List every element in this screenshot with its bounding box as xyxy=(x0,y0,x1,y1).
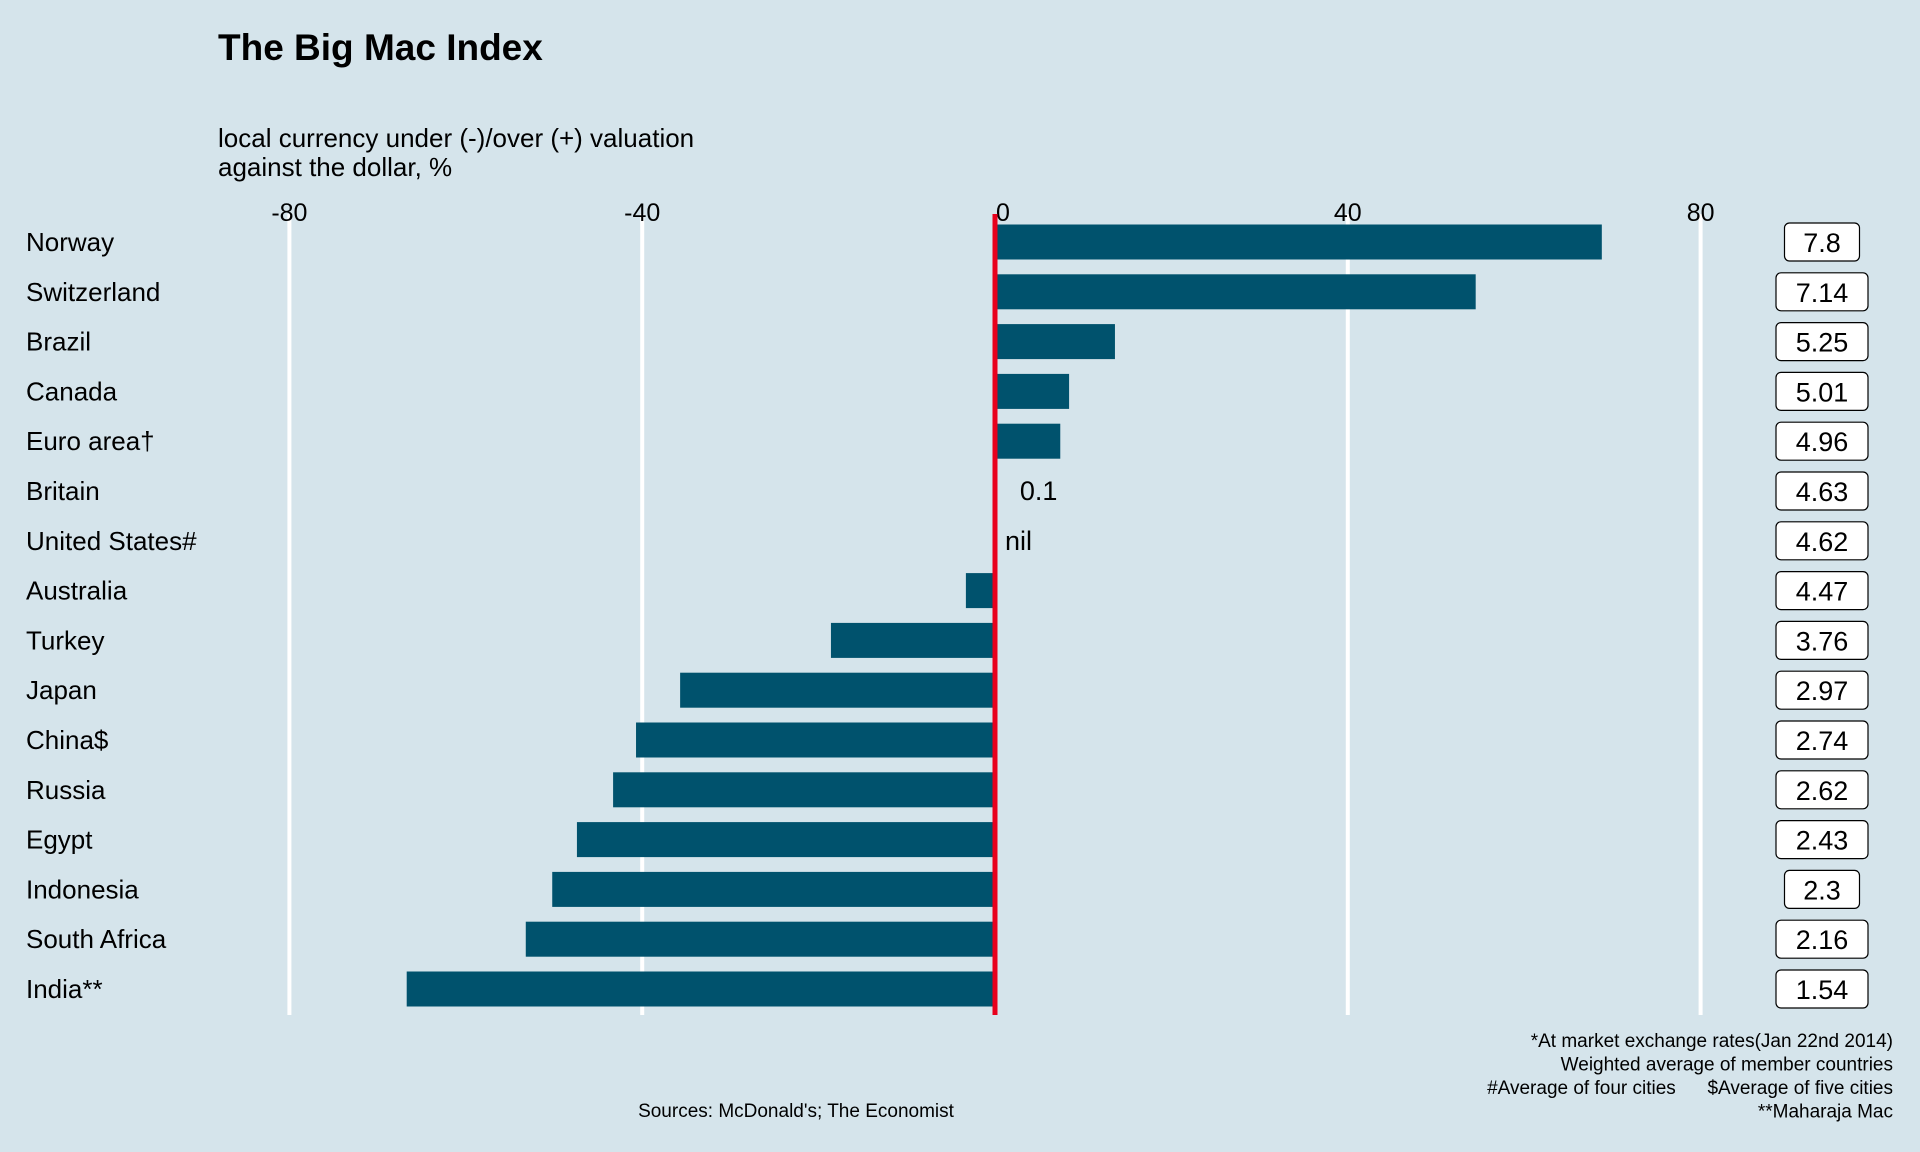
country-label: Japan xyxy=(26,675,97,705)
price-value: 5.25 xyxy=(1796,328,1849,358)
bar-1 xyxy=(995,274,1476,310)
footnote-line: #Average of four cities $Average of five… xyxy=(1487,1078,1893,1099)
country-labels: Norway Switzerland Brazil Canada Euro area† B… xyxy=(26,227,197,1004)
country-label: United States# xyxy=(26,526,197,556)
bar-11 xyxy=(613,772,995,808)
price-value: 4.96 xyxy=(1796,427,1849,457)
country-label: Turkey xyxy=(26,625,105,655)
bar-8 xyxy=(830,622,995,658)
x-tick-label: -40 xyxy=(624,199,660,227)
x-tick-label: -80 xyxy=(271,199,307,227)
price-value: 2.62 xyxy=(1796,776,1849,806)
bar-10 xyxy=(636,722,995,758)
bar-value-label: 0.1 xyxy=(1020,476,1058,506)
price-value: 4.47 xyxy=(1796,577,1849,607)
price-value: 7.14 xyxy=(1796,278,1849,308)
price-value: 7.8 xyxy=(1803,228,1841,258)
bar-7 xyxy=(965,573,995,609)
price-value: 2.74 xyxy=(1796,726,1849,756)
country-label: Indonesia xyxy=(26,874,139,904)
footnotes: *At market exchange rates(Jan 22nd 2014)… xyxy=(1487,1031,1893,1123)
price-value: 1.54 xyxy=(1796,975,1849,1005)
x-axis-ticks: -80 -40 0 40 80 xyxy=(271,199,1714,227)
price-box xyxy=(1775,471,1869,511)
country-label: Brazil xyxy=(26,327,91,357)
country-label: Russia xyxy=(26,775,106,805)
x-tick-label: 40 xyxy=(1334,199,1362,227)
x-tick-label: 0 xyxy=(996,199,1010,227)
bar-value-label: nil xyxy=(1005,526,1032,556)
price-box xyxy=(1783,869,1861,910)
price-box xyxy=(1775,371,1869,411)
bar-value-labels: 0.1 nil xyxy=(1005,476,1057,556)
footnote-line: Weighted average of member countries xyxy=(1561,1055,1893,1076)
country-label: South Africa xyxy=(26,924,167,954)
price-box xyxy=(1775,819,1869,860)
country-label: China$ xyxy=(26,725,109,755)
price-box xyxy=(1775,570,1869,611)
country-label: Switzerland xyxy=(26,277,160,307)
bar-12 xyxy=(576,822,995,858)
bar-9 xyxy=(680,672,995,708)
bar-2 xyxy=(995,324,1115,360)
price-box xyxy=(1783,222,1861,262)
country-label: Euro area† xyxy=(26,426,155,456)
price-value: 5.01 xyxy=(1796,377,1849,407)
price-value: 2.16 xyxy=(1796,925,1849,955)
price-box xyxy=(1775,272,1869,312)
price-box xyxy=(1775,670,1869,710)
country-label: Canada xyxy=(26,376,118,406)
price-value: 4.62 xyxy=(1796,527,1849,557)
bar-4 xyxy=(995,423,1061,459)
chart-subtitle-line-1: local currency under (-)/over (+) valuat… xyxy=(218,123,694,153)
bar-3 xyxy=(995,373,1070,409)
price-labels: 7.8 7.14 5.25 5.01 4.96 4.63 4.62 4.47 3.76 2.97 2… xyxy=(1775,222,1869,1009)
chart-title: The Big Mac Index xyxy=(218,27,543,68)
price-value: 2.43 xyxy=(1796,826,1849,856)
price-value: 2.3 xyxy=(1803,875,1841,905)
source-note: Sources: McDonald's; The Economist xyxy=(638,1101,955,1122)
price-box xyxy=(1775,521,1869,561)
bar-15 xyxy=(406,971,995,1007)
price-box xyxy=(1775,919,1869,959)
country-label: Egypt xyxy=(26,825,93,855)
bar-13 xyxy=(552,871,995,907)
chart-subtitle-line-2: against the dollar, % xyxy=(218,152,452,182)
price-box xyxy=(1775,620,1869,661)
x-tick-label: 80 xyxy=(1687,199,1715,227)
country-label: Australia xyxy=(26,576,128,606)
country-label: Britain xyxy=(26,476,100,506)
price-box xyxy=(1775,720,1869,760)
bar-0 xyxy=(995,224,1602,260)
price-box xyxy=(1775,770,1869,810)
price-box xyxy=(1775,969,1869,1009)
country-label: India** xyxy=(26,974,103,1004)
price-box xyxy=(1775,322,1869,362)
country-label: Norway xyxy=(26,227,114,257)
price-value: 2.97 xyxy=(1796,676,1849,706)
footnote-line: *At market exchange rates(Jan 22nd 2014) xyxy=(1531,1031,1893,1052)
bars xyxy=(406,224,1602,1007)
price-box xyxy=(1775,421,1869,461)
footnote-line: **Maharaja Mac xyxy=(1758,1102,1893,1123)
bar-14 xyxy=(525,921,995,957)
price-value: 3.76 xyxy=(1796,626,1849,656)
price-value: 4.63 xyxy=(1796,477,1849,507)
